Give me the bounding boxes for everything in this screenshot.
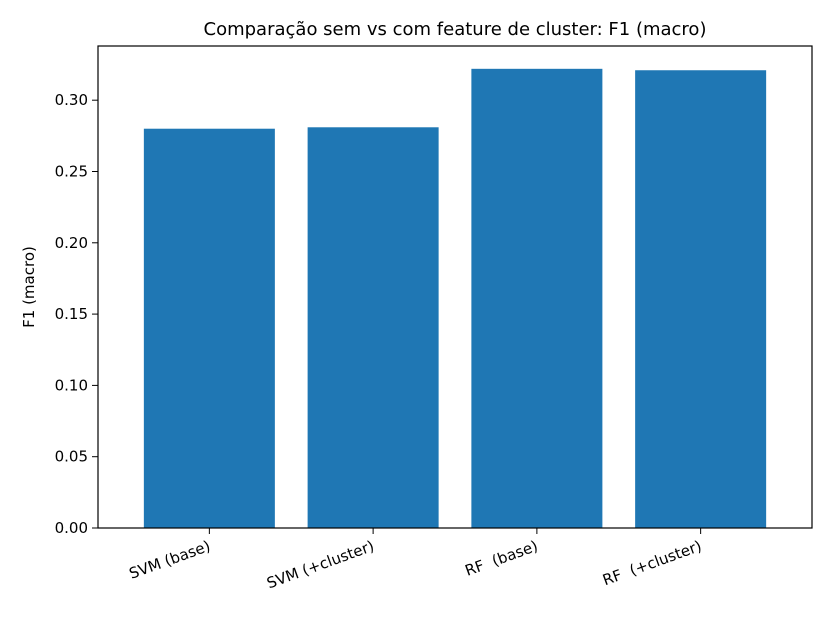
y-axis-label: F1 (macro) <box>20 246 38 328</box>
y-axis: 0.00 0.05 0.10 0.15 0.20 0.25 0.30 <box>55 91 98 537</box>
plot-frame <box>97 45 813 529</box>
chart-title: Comparação sem vs com feature de cluster… <box>204 19 707 40</box>
x-tick-label-3: RF (+cluster) <box>600 537 704 589</box>
x-tick-label-1: SVM (+cluster) <box>264 537 376 592</box>
y-tick-label-6: 0.30 <box>55 91 88 109</box>
y-tick-label-3: 0.15 <box>55 305 88 323</box>
x-axis: SVM (base) SVM (+cluster) RF (base) RF (+cl… <box>127 528 704 592</box>
y-tick-label-4: 0.20 <box>55 234 88 252</box>
y-tick-label-2: 0.10 <box>55 376 88 394</box>
bar-0 <box>143 128 275 528</box>
y-tick-label-0: 0.00 <box>55 519 88 537</box>
x-tick-label-2: RF (base) <box>463 537 541 580</box>
y-tick-label-5: 0.25 <box>55 162 88 180</box>
bars-group <box>143 68 767 529</box>
bar-2 <box>471 68 603 529</box>
bar-1 <box>307 127 439 528</box>
y-tick-label-1: 0.05 <box>55 448 88 466</box>
x-tick-label-0: SVM (base) <box>127 537 213 583</box>
bar-3 <box>635 70 767 528</box>
